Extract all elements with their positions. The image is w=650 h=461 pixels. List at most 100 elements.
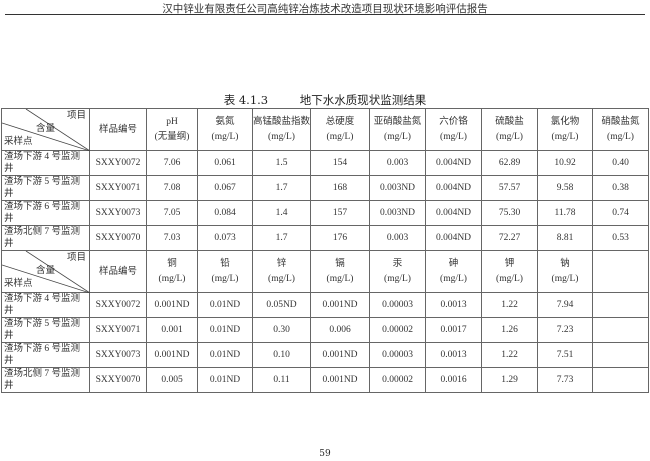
site-cell: 渣场北侧 7 号监测井 <box>1 225 90 251</box>
value-cell: 1.7 <box>252 225 311 251</box>
value-cell: 7.23 <box>537 317 593 343</box>
value-cell: 0.0017 <box>425 317 482 343</box>
site-cell: 渣场下游 5 号监测井 <box>1 317 90 343</box>
value-cell: 0.003 <box>369 150 426 176</box>
sample-id-cell: SXXY0071 <box>89 175 147 201</box>
column-header: 铅 (mg/L) <box>197 250 253 293</box>
value-cell: 1.29 <box>481 367 538 393</box>
column-header <box>592 250 649 293</box>
site-cell: 渣场下游 5 号监测井 <box>1 175 90 201</box>
header-rule <box>5 14 645 15</box>
site-cell: 渣场下游 4 号监测井 <box>1 150 90 176</box>
value-cell: 0.30 <box>252 317 311 343</box>
value-cell: 0.004ND <box>425 150 482 176</box>
diag-site-label: 采样点 <box>4 279 33 289</box>
value-cell: 0.0016 <box>425 367 482 393</box>
column-header: 高锰酸盐指数 (mg/L) <box>252 108 311 151</box>
column-name: 高锰酸盐指数 <box>253 117 311 127</box>
value-cell: 0.001ND <box>146 342 198 368</box>
diagonal-header-cell: 项目 含量 采样点 <box>1 250 90 293</box>
value-cell: 0.00002 <box>369 317 426 343</box>
sample-id-cell: SXXY0073 <box>89 342 147 368</box>
diag-site-label: 采样点 <box>4 137 33 147</box>
value-cell: 7.06 <box>146 150 198 176</box>
value-cell: 62.89 <box>481 150 538 176</box>
value-cell: 9.58 <box>537 175 593 201</box>
column-unit: (mg/L) <box>326 274 354 284</box>
table-row: 渣场下游 6 号监测井 SXXY0073 7.05 0.084 1.4 157 0.003N… <box>1 200 649 226</box>
column-header: 砷 (mg/L) <box>425 250 482 293</box>
value-cell: 0.003ND <box>369 175 426 201</box>
column-name: 铅 <box>220 259 230 269</box>
diag-content-label: 含量 <box>36 124 56 134</box>
table-row: 渣场下游 5 号监测井 SXXY0071 7.08 0.067 1.7 168 0.003N… <box>1 175 649 201</box>
value-cell: 7.73 <box>537 367 593 393</box>
column-header: pH (无量纲) <box>146 108 198 151</box>
value-cell: 1.5 <box>252 150 311 176</box>
value-cell: 0.10 <box>252 342 311 368</box>
value-cell: 0.073 <box>197 225 253 251</box>
column-header: 氨氮 (mg/L) <box>197 108 253 151</box>
value-cell: 0.00002 <box>369 367 426 393</box>
site-cell: 渣场北侧 7 号监测井 <box>1 367 90 393</box>
header-row: 项目 含量 采样点 样品编号 pH (无量纲) 氨氮 (mg/L) 高锰酸盐指数 (mg/L) 总硬… <box>1 108 649 151</box>
column-name: 砷 <box>448 259 459 269</box>
value-cell: 0.061 <box>197 150 253 176</box>
value-cell: 10.92 <box>537 150 593 176</box>
value-cell: 0.53 <box>592 225 649 251</box>
diagonal-lines <box>2 109 90 151</box>
sample-id-cell: SXXY0073 <box>89 200 147 226</box>
sample-id-cell: SXXY0070 <box>89 367 147 393</box>
table-number: 表 4.1.3 <box>223 93 269 107</box>
table-row: 渣场北侧 7 号监测井 SXXY0070 0.005 0.01ND 0.11 0.001N… <box>1 367 649 393</box>
value-cell: 0.067 <box>197 175 253 201</box>
value-cell: 7.05 <box>146 200 198 226</box>
column-name: 氨氮 <box>215 117 235 127</box>
value-cell: 0.005 <box>146 367 198 393</box>
value-cell: 75.30 <box>481 200 538 226</box>
column-unit: (无量纲) <box>154 132 190 142</box>
value-cell: 1.7 <box>252 175 311 201</box>
table-caption: 表 4.1.3 地下水水质现状监测结果 <box>0 92 650 108</box>
value-cell: 7.08 <box>146 175 198 201</box>
header-row: 项目 含量 采样点 样品编号铜 (mg/L) 铅 (mg/L) 锌 (mg/L) 镉 (mg/L) 汞… <box>1 250 649 293</box>
value-cell <box>592 342 649 368</box>
table-row: 渣场下游 5 号监测井 SXXY0071 0.001 0.01ND 0.30 0.006 0… <box>1 317 649 343</box>
value-cell: 7.94 <box>537 292 593 318</box>
column-header: 硝酸盐氮 (mg/L) <box>592 108 649 151</box>
value-cell: 1.22 <box>481 342 538 368</box>
column-unit: (mg/L) <box>211 132 239 142</box>
value-cell: 0.006 <box>310 317 370 343</box>
column-name: 铜 <box>167 259 177 269</box>
value-cell: 0.003ND <box>369 200 426 226</box>
column-header: 亚硝酸盐氮 (mg/L) <box>369 108 426 151</box>
diagonal-header-cell: 项目 含量 采样点 <box>1 108 90 151</box>
value-cell: 0.01ND <box>197 292 253 318</box>
column-unit: (mg/L) <box>551 132 579 142</box>
column-unit: (mg/L) <box>607 132 634 142</box>
value-cell: 0.05ND <box>252 292 311 318</box>
diag-content-label: 含量 <box>36 266 56 276</box>
value-cell: 0.00003 <box>369 292 426 318</box>
column-name: 氯化物 <box>550 117 580 127</box>
column-name: 亚硝酸盐氮 <box>373 117 422 127</box>
column-header: 铜 (mg/L) <box>146 250 198 293</box>
value-cell: 168 <box>310 175 370 201</box>
column-header: 锌 (mg/L) <box>252 250 311 293</box>
value-cell: 0.01ND <box>197 317 253 343</box>
column-header: 硫酸盐 (mg/L) <box>481 108 538 151</box>
column-name: 锌 <box>276 259 287 269</box>
site-cell: 渣场下游 4 号监测井 <box>1 292 90 318</box>
value-cell: 0.00003 <box>369 342 426 368</box>
value-cell: 7.03 <box>146 225 198 251</box>
value-cell: 0.004ND <box>425 175 482 201</box>
value-cell: 0.11 <box>252 367 311 393</box>
column-name: 硫酸盐 <box>495 117 524 127</box>
column-unit: (mg/L) <box>551 274 579 284</box>
diagonal-lines <box>2 251 90 293</box>
column-unit: (mg/L) <box>496 132 523 142</box>
value-cell: 0.004ND <box>425 225 482 251</box>
sample-id-cell: SXXY0071 <box>89 317 147 343</box>
diag-item-label: 项目 <box>66 253 86 263</box>
value-cell: 0.001 <box>146 317 198 343</box>
